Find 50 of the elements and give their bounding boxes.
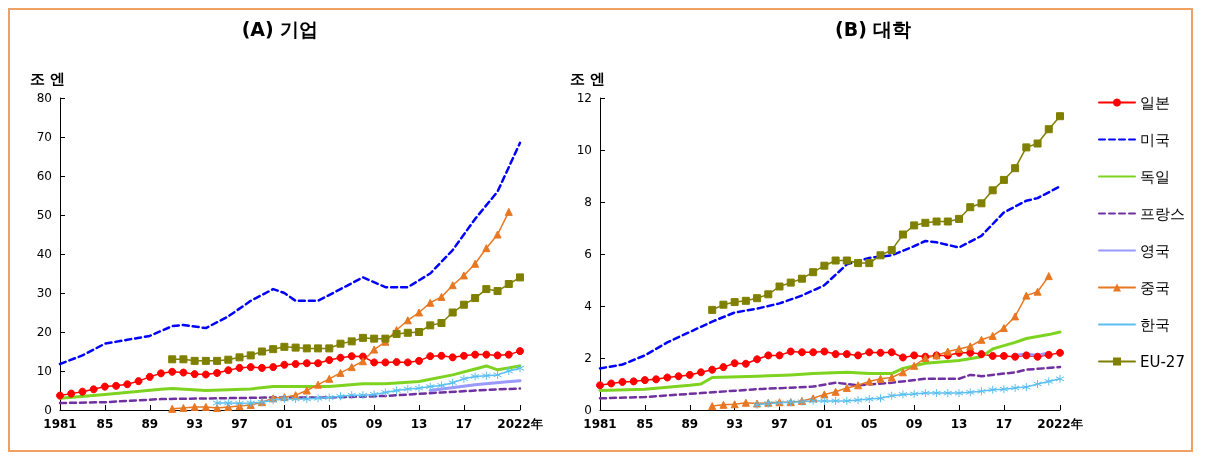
x-tick-label: 1981 xyxy=(43,417,77,431)
x-tick-label: 97 xyxy=(231,417,248,431)
x-tick-label: 01 xyxy=(816,417,833,431)
y-tick-label: 40 xyxy=(36,247,52,261)
y-tick-label: 0 xyxy=(44,403,52,417)
x-tick-label: 05 xyxy=(860,417,878,431)
y-tick-label: 30 xyxy=(36,286,52,300)
x-tick-label: 85 xyxy=(96,417,114,431)
x-tick-label: 1981 xyxy=(583,417,617,431)
x-tick-label: 17 xyxy=(995,417,1013,431)
x-tick-label: 93 xyxy=(186,417,203,431)
x-tick-label: 93 xyxy=(726,417,743,431)
legend-label: 중국 xyxy=(1140,278,1170,297)
legend-label: EU-27 xyxy=(1140,352,1185,371)
y-tick-label: 10 xyxy=(576,143,592,157)
x-tick-label: 09 xyxy=(365,417,383,431)
y-axis-title: 조 엔 xyxy=(570,69,606,88)
legend-label: 한국 xyxy=(1140,315,1170,334)
y-tick-label: 6 xyxy=(584,247,592,261)
legend-label: 미국 xyxy=(1140,130,1170,149)
x-tick-label: 05 xyxy=(320,417,338,431)
legend-label: 독일 xyxy=(1140,167,1170,186)
y-tick-label: 0 xyxy=(584,403,592,417)
y-tick-label: 2 xyxy=(584,351,592,365)
legend-label: 프랑스 xyxy=(1140,204,1185,223)
x-tick-label: 89 xyxy=(141,417,159,431)
y-tick-label: 20 xyxy=(36,325,52,339)
x-tick-label: 01 xyxy=(276,417,293,431)
x-tick-label: 13 xyxy=(950,417,968,431)
y-tick-label: 8 xyxy=(584,195,592,209)
chart-title: (B) 대학 xyxy=(835,17,912,40)
y-tick-label: 10 xyxy=(36,364,52,378)
x-tick-label: 17 xyxy=(455,417,473,431)
x-tick-label: 89 xyxy=(681,417,699,431)
y-axis-title: 조 엔 xyxy=(30,69,66,88)
x-tick-label: 2022年 xyxy=(497,417,543,431)
x-tick-label: 13 xyxy=(410,417,428,431)
chart-title: (A) 기업 xyxy=(241,17,319,40)
x-tick-label: 2022年 xyxy=(1037,417,1083,431)
legend-label: 영국 xyxy=(1140,241,1170,260)
x-tick-label: 85 xyxy=(636,417,654,431)
y-tick-label: 70 xyxy=(36,130,52,144)
y-tick-label: 4 xyxy=(584,299,592,313)
y-tick-label: 50 xyxy=(36,208,52,222)
legend-label: 일본 xyxy=(1140,93,1170,112)
y-tick-label: 12 xyxy=(576,91,592,105)
x-tick-label: 09 xyxy=(905,417,923,431)
x-tick-label: 97 xyxy=(771,417,788,431)
y-tick-label: 60 xyxy=(36,169,52,183)
y-tick-label: 80 xyxy=(36,91,52,105)
